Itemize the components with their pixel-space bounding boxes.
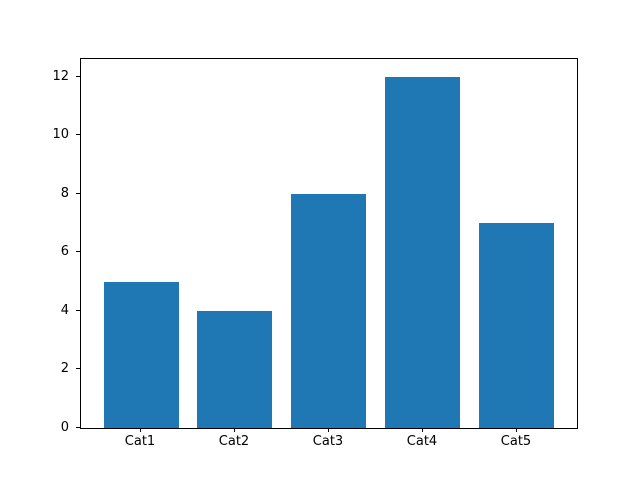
plot-area — [80, 58, 578, 429]
bar-cat4 — [385, 77, 460, 428]
y-tick-label: 10 — [52, 127, 69, 142]
y-tick-mark — [76, 193, 80, 194]
y-tick-mark — [76, 427, 80, 428]
bar-cat5 — [479, 223, 554, 428]
bar-cat3 — [291, 194, 366, 428]
x-tick-mark — [516, 428, 517, 432]
y-tick-mark — [76, 134, 80, 135]
bar-cat2 — [197, 311, 272, 428]
bar-cat1 — [104, 282, 179, 428]
x-tick-label: Cat5 — [500, 434, 532, 449]
y-tick-label: 12 — [52, 69, 69, 84]
x-tick-mark — [234, 428, 235, 432]
x-tick-mark — [422, 428, 423, 432]
x-tick-mark — [328, 428, 329, 432]
y-tick-label: 6 — [60, 244, 69, 259]
y-tick-label: 8 — [60, 186, 69, 201]
x-tick-label: Cat4 — [406, 434, 438, 449]
y-tick-mark — [76, 76, 80, 77]
y-tick-mark — [76, 368, 80, 369]
y-tick-mark — [76, 251, 80, 252]
x-tick-label: Cat2 — [218, 434, 250, 449]
x-tick-label: Cat3 — [312, 434, 344, 449]
y-tick-label: 4 — [60, 303, 69, 318]
x-tick-label: Cat1 — [124, 434, 156, 449]
y-tick-label: 2 — [60, 361, 69, 376]
y-tick-mark — [76, 310, 80, 311]
y-tick-label: 0 — [60, 420, 69, 435]
x-tick-mark — [140, 428, 141, 432]
